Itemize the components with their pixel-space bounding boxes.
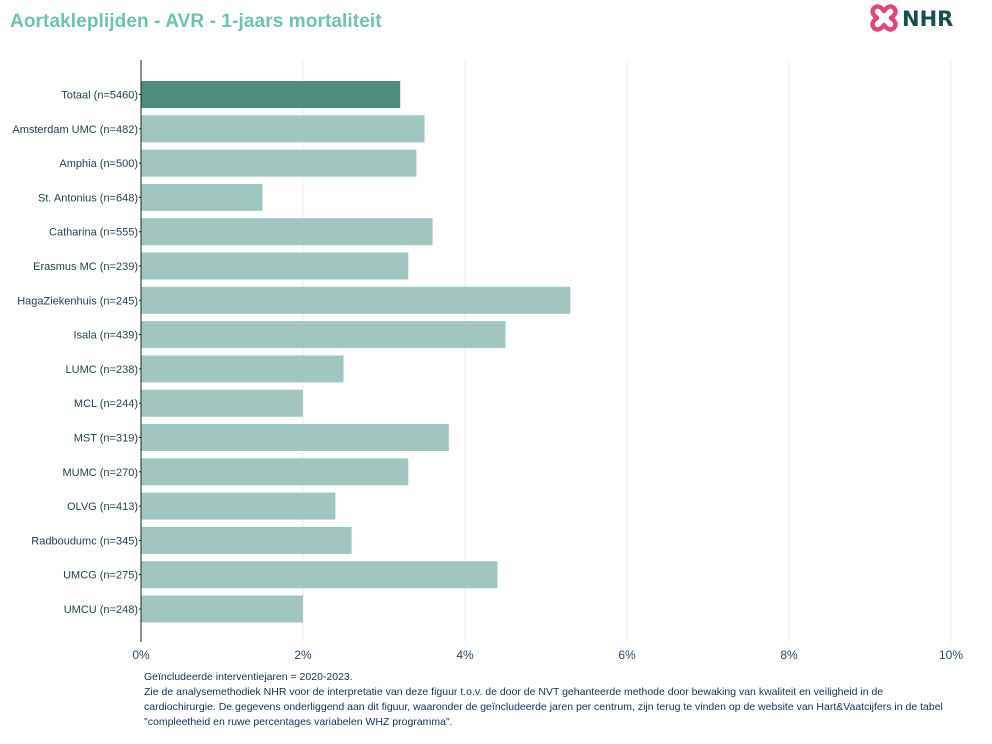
bar bbox=[141, 149, 417, 177]
bar bbox=[141, 183, 263, 211]
bar bbox=[141, 492, 336, 520]
bar bbox=[141, 286, 571, 314]
footnote-years: Geïncludeerde interventiejaren = 2020-20… bbox=[144, 671, 353, 683]
category-label: MCL (n=244) bbox=[74, 398, 138, 410]
bar bbox=[141, 561, 498, 589]
category-label: Catharina (n=555) bbox=[49, 227, 138, 239]
axes bbox=[139, 60, 142, 642]
chart-title: Aortakleplijden - AVR - 1-jaars mortalit… bbox=[10, 11, 382, 32]
bar bbox=[141, 218, 433, 246]
category-label: HagaZiekenhuis (n=245) bbox=[17, 295, 138, 307]
bar bbox=[141, 321, 506, 349]
x-tick-label: 4% bbox=[456, 648, 474, 662]
bar-chart: Totaal (n=5460) Amsterdam UMC (n=482) Amph… bbox=[12, 60, 963, 662]
category-label: Erasmus MC (n=239) bbox=[33, 261, 138, 273]
bar bbox=[141, 526, 352, 554]
category-label: MUMC (n=270) bbox=[63, 467, 139, 479]
x-tick-label: 6% bbox=[618, 648, 636, 662]
category-label: Radboudumc (n=345) bbox=[31, 535, 138, 547]
bar bbox=[141, 424, 449, 451]
bar bbox=[141, 252, 409, 280]
bar bbox=[141, 458, 409, 486]
category-label: St. Antonius (n=648) bbox=[38, 192, 138, 204]
bars bbox=[141, 81, 571, 623]
logo-text: NHR bbox=[902, 7, 953, 31]
nhr-logo: NHR bbox=[868, 2, 978, 36]
x-tick-label: 2% bbox=[294, 648, 312, 662]
bar bbox=[141, 81, 401, 108]
x-tick-label: 10% bbox=[939, 648, 963, 662]
x-tick-label: 8% bbox=[780, 648, 798, 662]
bar bbox=[141, 595, 303, 623]
footnote: Geïncludeerde interventiejaren = 2020-20… bbox=[144, 670, 944, 730]
category-label: Totaal (n=5460) bbox=[61, 90, 138, 102]
nhr-cross-logo-icon: NHR bbox=[870, 4, 953, 32]
bar bbox=[141, 115, 425, 143]
x-tick-label: 0% bbox=[132, 648, 150, 662]
category-label: Amphia (n=500) bbox=[59, 158, 138, 170]
bar bbox=[141, 389, 303, 417]
category-label: MST (n=319) bbox=[74, 433, 138, 445]
category-label: OLVG (n=413) bbox=[67, 501, 138, 513]
x-tick-labels: 0% 2% 4% 6% 8% 10% bbox=[132, 648, 963, 662]
category-label: UMCU (n=248) bbox=[64, 604, 138, 616]
bar bbox=[141, 355, 344, 383]
footnote-methodology: Zie de analysemethodiek NHR voor de inte… bbox=[144, 686, 943, 728]
category-label: Isala (n=439) bbox=[73, 330, 138, 342]
category-label: Amsterdam UMC (n=482) bbox=[12, 124, 138, 136]
category-label: LUMC (n=238) bbox=[66, 364, 138, 376]
category-labels: Totaal (n=5460) Amsterdam UMC (n=482) Amph… bbox=[12, 90, 138, 617]
grid-lines bbox=[302, 60, 952, 642]
category-label: UMCG (n=275) bbox=[63, 570, 138, 582]
